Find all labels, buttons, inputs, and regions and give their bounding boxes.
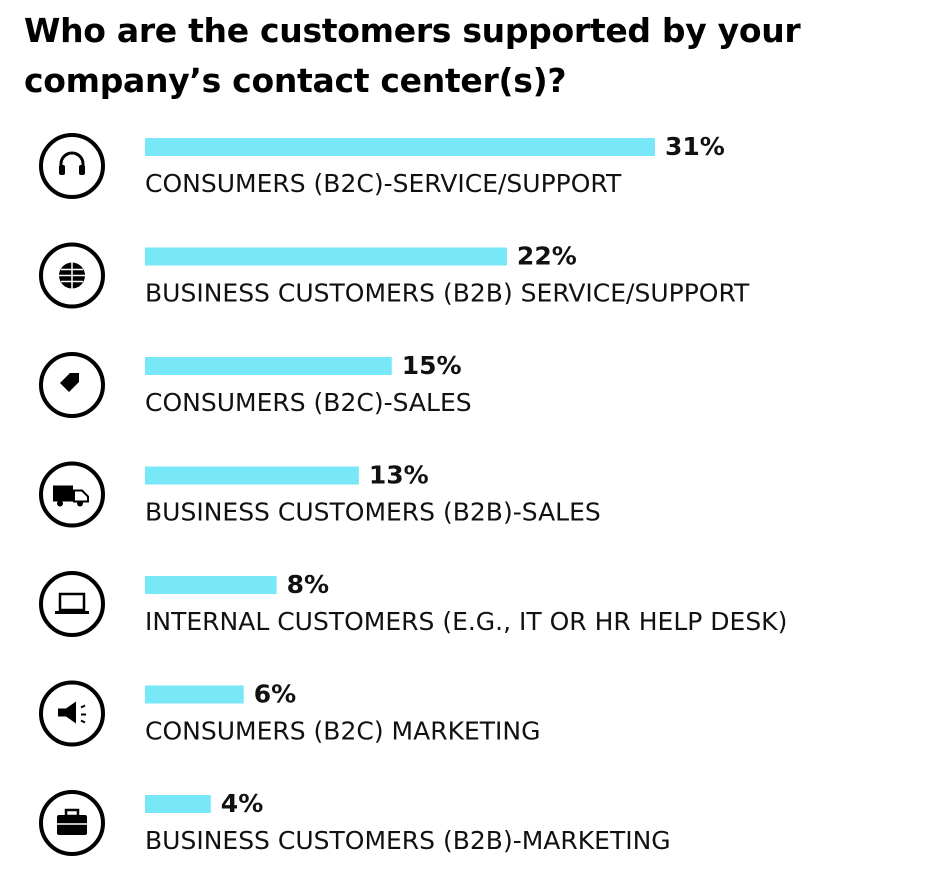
category-label: INTERNAL CUSTOMERS (E.G., IT OR HR HELP … xyxy=(145,607,787,636)
category-label: CONSUMERS (B2C)-SALES xyxy=(145,388,472,417)
icon-glyph xyxy=(58,701,76,724)
category-label: CONSUMERS (B2C) MARKETING xyxy=(145,717,540,746)
value-label: 22% xyxy=(517,242,577,271)
value-label: 15% xyxy=(402,351,462,380)
icon xyxy=(39,352,105,418)
icon xyxy=(39,790,105,856)
category-label: BUSINESS CUSTOMERS (B2B) SERVICE/SUPPORT xyxy=(145,279,750,308)
icon-circle xyxy=(39,571,105,637)
icon xyxy=(39,242,105,309)
icon-glyph xyxy=(80,704,86,724)
icon-circle xyxy=(39,133,105,199)
icon-glyph xyxy=(57,500,63,507)
value-label: 31% xyxy=(665,132,725,161)
icon-glyph xyxy=(53,485,73,502)
icon-glyph xyxy=(73,489,89,503)
icon-glyph xyxy=(58,592,86,612)
icon-glyph xyxy=(59,262,85,289)
icon-glyph xyxy=(59,165,65,175)
icon-glyph xyxy=(64,808,80,818)
icon-glyph xyxy=(79,165,85,175)
bar xyxy=(145,576,277,594)
bar xyxy=(145,138,655,156)
value-label: 4% xyxy=(221,789,263,818)
icon-glyph xyxy=(59,151,85,168)
category-label: CONSUMERS (B2C)-SERVICE/SUPPORT xyxy=(145,169,622,198)
bar xyxy=(145,357,392,375)
icon-circle xyxy=(39,242,105,309)
icon xyxy=(39,461,105,528)
value-label: 13% xyxy=(369,461,429,490)
value-label: 8% xyxy=(287,570,329,599)
bar xyxy=(145,795,211,813)
bar xyxy=(145,685,244,704)
icon xyxy=(39,571,105,637)
icon-circle xyxy=(39,352,105,418)
icon-circle xyxy=(39,461,105,528)
bar xyxy=(145,466,359,485)
icon-circle xyxy=(39,790,105,856)
icon-circle xyxy=(39,680,105,747)
icon-glyph xyxy=(77,500,83,507)
icon xyxy=(39,133,105,199)
icon-glyph xyxy=(60,373,79,392)
category-label: BUSINESS CUSTOMERS (B2B)-SALES xyxy=(145,498,601,527)
chart-title: Who are the customers supported by your … xyxy=(24,11,801,100)
icon xyxy=(39,680,105,747)
category-label: BUSINESS CUSTOMERS (B2B)-MARKETING xyxy=(145,826,671,855)
icon-glyph xyxy=(57,815,87,835)
value-label: 6% xyxy=(254,680,296,709)
bar xyxy=(145,247,507,266)
icon-glyph xyxy=(55,611,89,614)
